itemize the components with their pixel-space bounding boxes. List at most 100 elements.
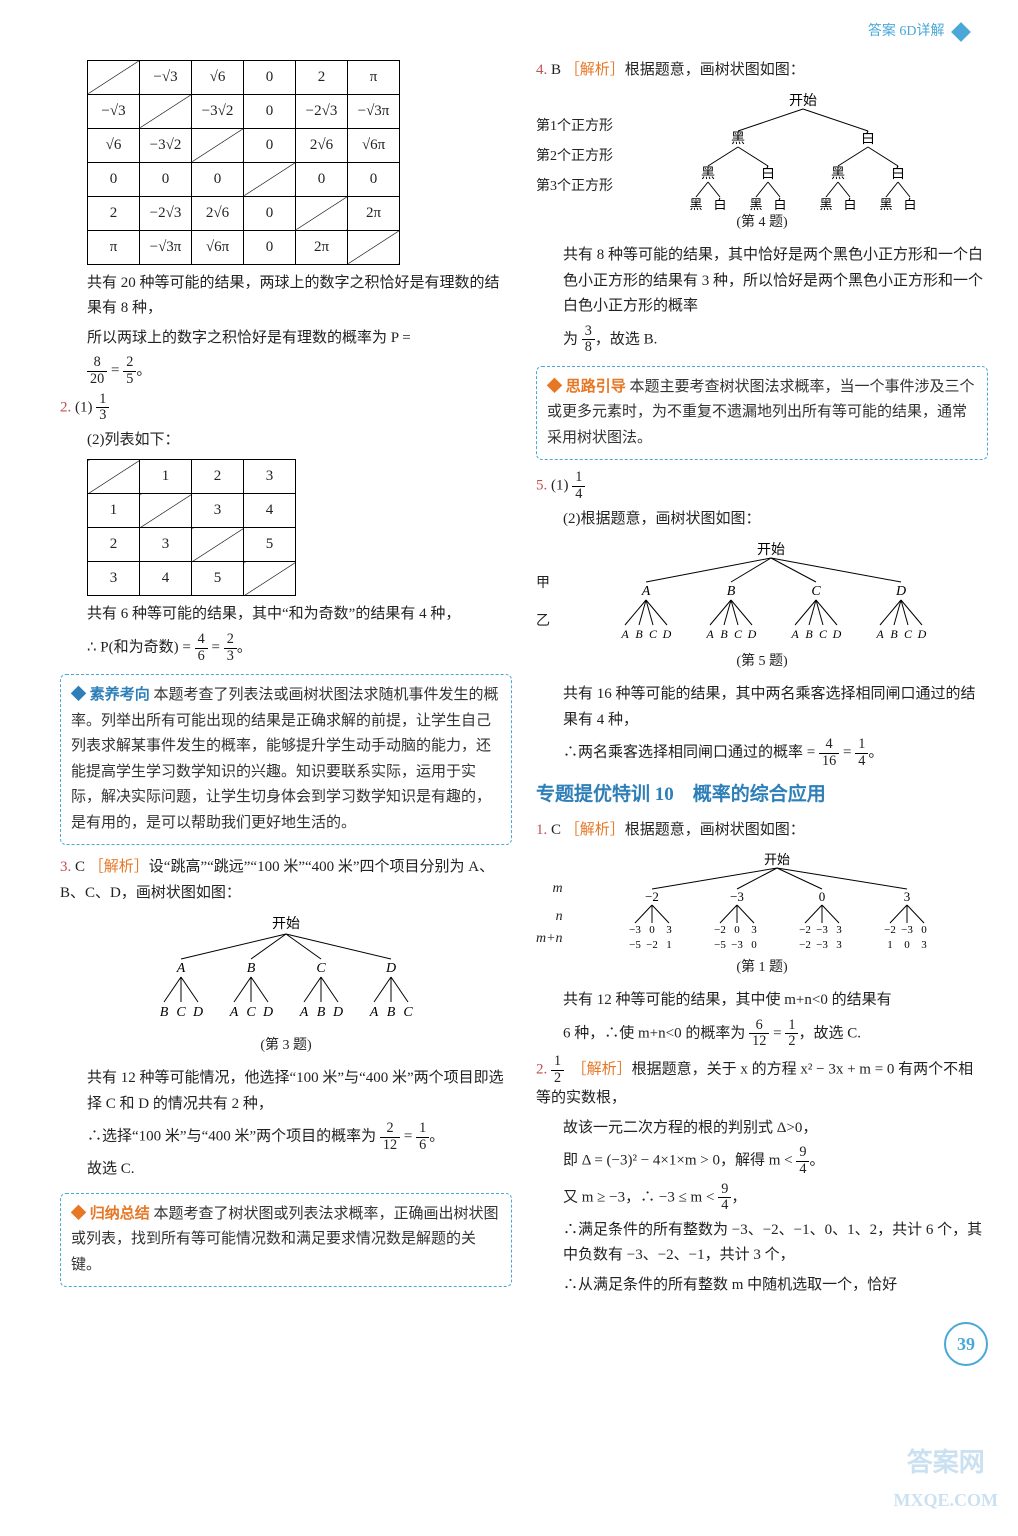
text: ∴从满足条件的所有整数 m 中随机选取一个，恰好 bbox=[536, 1273, 988, 1299]
table-cell: −2√3 bbox=[140, 196, 192, 230]
svg-text:黑: 黑 bbox=[819, 197, 832, 211]
table-1: −√3√602π−√3−3√20−2√3−√3π√6−3√202√6√6π000… bbox=[87, 60, 400, 265]
text: (2)根据题意，画树状图如图： bbox=[536, 507, 988, 533]
table-cell: −3√2 bbox=[140, 128, 192, 162]
q4: 4. B ［解析］根据题意，画树状图如图： bbox=[536, 58, 988, 84]
table-cell: 0 bbox=[140, 162, 192, 196]
table-cell: 2 bbox=[296, 60, 348, 94]
svg-text:C: C bbox=[904, 627, 913, 641]
tree-caption: (第 4 题) bbox=[536, 211, 988, 235]
svg-text:A: A bbox=[299, 1005, 309, 1020]
header-diamond-icon bbox=[951, 22, 971, 42]
table-cell: 2√6 bbox=[296, 128, 348, 162]
svg-text:黑: 黑 bbox=[689, 197, 702, 211]
header-text: 答案 6D详解 bbox=[868, 24, 945, 39]
svg-text:−2: −2 bbox=[799, 924, 811, 936]
svg-text:白: 白 bbox=[761, 166, 775, 182]
table-cell bbox=[192, 128, 244, 162]
table-cell: √6π bbox=[348, 128, 400, 162]
svg-text:−2: −2 bbox=[714, 924, 726, 936]
table-cell: π bbox=[88, 230, 140, 264]
svg-text:−2: −2 bbox=[645, 889, 659, 904]
svg-text:A: A bbox=[176, 961, 186, 976]
svg-text:B: B bbox=[635, 627, 643, 641]
svg-text:A: A bbox=[641, 584, 651, 599]
question-number: 1. bbox=[536, 822, 547, 838]
table-cell: 0 bbox=[244, 60, 296, 94]
table-cell: 0 bbox=[244, 128, 296, 162]
svg-text:D: D bbox=[747, 627, 757, 641]
table-cell: −√3 bbox=[88, 94, 140, 128]
text: 共有 16 种等可能的结果，其中两名乘客选择相同闸口通过的结果有 4 种， bbox=[536, 682, 988, 733]
svg-text:3: 3 bbox=[922, 939, 928, 951]
svg-text:A: A bbox=[229, 1005, 239, 1020]
svg-text:B: B bbox=[247, 961, 256, 976]
table-cell: 3 bbox=[88, 562, 140, 596]
analysis-tag: ［解析］ bbox=[89, 859, 149, 875]
text: 所以两球上的数字之积恰好是有理数的概率为 P = bbox=[60, 326, 512, 352]
equation: 为 38，故选 B. bbox=[536, 324, 988, 356]
svg-text:D: D bbox=[262, 1005, 273, 1020]
svg-text:D: D bbox=[895, 584, 906, 599]
table-cell: −√3 bbox=[140, 60, 192, 94]
table-cell: 0 bbox=[192, 162, 244, 196]
svg-text:−3: −3 bbox=[901, 924, 913, 936]
svg-text:1: 1 bbox=[888, 939, 894, 951]
table-cell: π bbox=[348, 60, 400, 94]
table-cell: −√3π bbox=[348, 94, 400, 128]
equation: ∴两名乘客选择相同闸口通过的概率 = 416 = 14。 bbox=[536, 737, 988, 769]
table-cell: 2π bbox=[348, 196, 400, 230]
table-cell bbox=[88, 60, 140, 94]
svg-text:−3: −3 bbox=[816, 939, 828, 951]
svg-text:A: A bbox=[705, 627, 714, 641]
svg-text:白: 白 bbox=[891, 166, 905, 182]
svg-text:黑: 黑 bbox=[879, 197, 892, 211]
svg-text:3: 3 bbox=[904, 889, 911, 904]
svg-text:A: A bbox=[369, 1005, 379, 1020]
s1: 1. C ［解析］根据题意，画树状图如图： bbox=[536, 818, 988, 844]
table-cell: −2√3 bbox=[296, 94, 348, 128]
svg-text:A: A bbox=[790, 627, 799, 641]
text: 共有 20 种等可能的结果，两球上的数字之积恰好是有理数的结果有 8 种， bbox=[60, 271, 512, 322]
table-cell: −√3π bbox=[140, 230, 192, 264]
left-column: −√3√602π−√3−3√20−2√3−√3π√6−3√202√6√6π000… bbox=[60, 54, 512, 1303]
tree-diagram-5: 甲 乙 开始 AB CD bbox=[536, 540, 988, 674]
svg-text:3: 3 bbox=[667, 924, 673, 936]
table-cell: 0 bbox=[296, 162, 348, 196]
tree-caption: (第 3 题) bbox=[60, 1034, 512, 1058]
table-cell: 0 bbox=[88, 162, 140, 196]
svg-text:开始: 开始 bbox=[764, 852, 790, 867]
svg-text:0: 0 bbox=[650, 924, 656, 936]
svg-text:C: C bbox=[176, 1005, 186, 1020]
svg-text:0: 0 bbox=[735, 924, 741, 936]
two-column-layout: −√3√602π−√3−3√20−2√3−√3π√6−3√202√6√6π000… bbox=[60, 54, 988, 1303]
svg-text:3: 3 bbox=[837, 924, 843, 936]
text: (2)列表如下： bbox=[60, 428, 512, 454]
svg-text:1: 1 bbox=[667, 939, 673, 951]
table-cell bbox=[140, 494, 192, 528]
q5: 5. (1) 14 bbox=[536, 470, 988, 502]
page-number: 39 bbox=[944, 1322, 988, 1366]
svg-text:−3: −3 bbox=[731, 939, 743, 951]
callout-guina: ◆ 归纳总结 本题考查了树状图或列表法求概率，正确画出树状图或列表，找到所有等可… bbox=[60, 1193, 512, 1288]
tree-caption: (第 1 题) bbox=[536, 956, 988, 980]
text: 共有 12 种等可能的结果，其中使 m+n<0 的结果有 bbox=[536, 988, 988, 1014]
svg-text:D: D bbox=[385, 961, 396, 976]
table-cell: 0 bbox=[244, 196, 296, 230]
analysis-tag: ［解析］ bbox=[565, 822, 625, 838]
svg-text:白: 白 bbox=[773, 197, 786, 211]
svg-text:黑: 黑 bbox=[831, 167, 845, 182]
svg-text:B: B bbox=[890, 627, 898, 641]
svg-text:D: D bbox=[917, 627, 927, 641]
svg-text:开始: 开始 bbox=[272, 916, 300, 932]
equation: 820 = 25。 bbox=[60, 355, 512, 387]
table-cell: 1 bbox=[88, 494, 140, 528]
table-cell: 5 bbox=[244, 528, 296, 562]
text: ∴满足条件的所有整数为 −3、−2、−1、0、1、2，共计 6 个，其中负数有 … bbox=[536, 1218, 988, 1269]
table-cell: 0 bbox=[244, 94, 296, 128]
equation: ∴选择“100 米”与“400 米”两个项目的概率为 212 = 16。 bbox=[60, 1121, 512, 1153]
svg-text:−3: −3 bbox=[816, 924, 828, 936]
tree-diagram-4: 第1个正方形 第2个正方形 第3个正方形 开始 黑 白 黑白 黑白 bbox=[536, 91, 988, 235]
analysis-tag: ［解析］ bbox=[565, 62, 625, 78]
svg-text:B: B bbox=[727, 584, 736, 599]
